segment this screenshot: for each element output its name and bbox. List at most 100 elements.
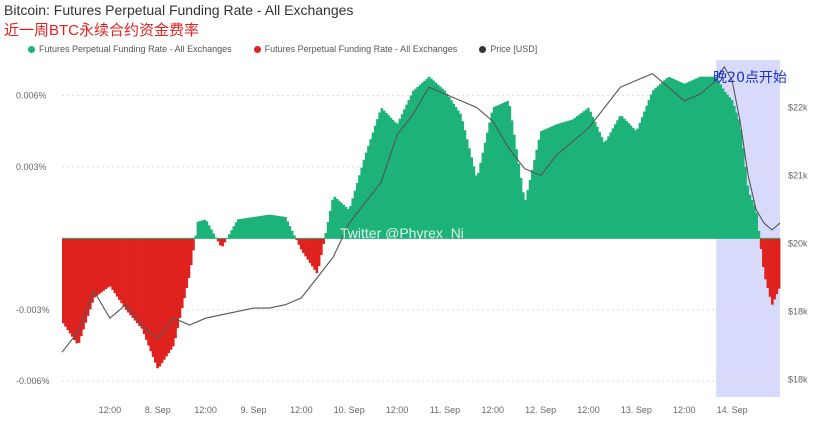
funding-bar-positive	[744, 166, 747, 239]
funding-bar-positive	[688, 81, 691, 239]
funding-bar-negative	[302, 238, 305, 254]
funding-bar-positive	[569, 120, 572, 239]
funding-bar-positive	[584, 109, 588, 239]
funding-bar-positive	[250, 217, 254, 239]
funding-bar-positive	[367, 145, 370, 239]
funding-bar-negative	[178, 238, 182, 319]
funding-bar-positive	[432, 80, 435, 239]
funding-bar-negative	[189, 238, 193, 266]
y-right-tick-label: $22k	[788, 103, 808, 113]
funding-bar-positive	[708, 76, 711, 239]
funding-bar-positive	[748, 194, 752, 239]
funding-bar-positive	[587, 107, 590, 239]
funding-bar-positive	[228, 234, 231, 239]
annotation-label: 晚20点开始	[713, 70, 787, 86]
funding-bar-positive	[652, 90, 655, 239]
funding-bar-positive	[710, 76, 714, 239]
funding-bar-positive	[414, 88, 417, 239]
funding-bar-positive	[665, 78, 669, 239]
funding-bar-positive	[694, 78, 698, 239]
funding-bar-positive	[248, 217, 251, 239]
funding-bar-positive	[362, 159, 366, 239]
funding-bar-negative	[70, 238, 74, 337]
funding-bar-positive	[378, 112, 382, 239]
funding-bar-positive	[329, 210, 332, 239]
funding-bar-positive	[537, 139, 541, 239]
funding-bar-negative	[320, 238, 323, 256]
funding-bar-positive	[658, 84, 662, 239]
funding-bar-positive	[566, 120, 570, 239]
legend-marker-price	[479, 45, 487, 53]
funding-bar-positive	[696, 77, 700, 239]
funding-bar-negative	[317, 238, 321, 267]
funding-bar-negative	[176, 238, 180, 329]
y-left-tick-label: -0.006%	[16, 376, 50, 386]
funding-bar-positive	[201, 220, 204, 239]
funding-bar-positive	[394, 122, 397, 239]
funding-bar-negative	[187, 238, 191, 278]
funding-bar-positive	[714, 76, 718, 239]
funding-bar-positive	[656, 86, 660, 239]
funding-bar-positive	[396, 123, 399, 239]
funding-bar-positive	[542, 130, 545, 239]
funding-bar-positive	[326, 221, 330, 239]
legend-item-negative[interactable]: Futures Perpetual Funding Rate - All Exc…	[253, 44, 457, 54]
funding-bar-positive	[690, 80, 693, 239]
funding-bar-positive	[728, 97, 732, 239]
funding-bar-negative	[95, 238, 99, 296]
funding-bar-positive	[757, 230, 761, 239]
x-tick-label: 14. Sep	[717, 405, 748, 415]
funding-bar-positive	[551, 126, 554, 239]
funding-bar-negative	[156, 238, 159, 369]
funding-bar-positive	[461, 121, 465, 239]
funding-bar-positive	[600, 136, 604, 239]
legend-item-positive[interactable]: Futures Perpetual Funding Rate - All Exc…	[28, 44, 232, 54]
funding-bar-positive	[578, 114, 581, 239]
funding-bar-positive	[371, 132, 375, 239]
funding-bar-positive	[670, 77, 673, 239]
x-tick-label: 12. Sep	[525, 405, 556, 415]
legend-label-price: Price [USD]	[490, 44, 538, 54]
y-right-tick-label: $21k	[788, 171, 808, 181]
funding-bar-positive	[508, 106, 512, 239]
funding-bar-negative	[140, 238, 144, 329]
funding-bar-positive	[284, 216, 287, 239]
funding-bar-positive	[685, 82, 689, 239]
funding-bar-positive	[337, 200, 341, 239]
funding-bar-negative	[68, 238, 72, 334]
funding-bar-positive	[445, 93, 449, 239]
funding-bar-positive	[425, 78, 429, 239]
funding-bar-positive	[261, 215, 265, 239]
funding-bar-positive	[333, 196, 337, 239]
funding-bar-positive	[613, 124, 617, 239]
funding-bar-negative	[145, 238, 148, 340]
funding-bar-positive	[391, 119, 395, 239]
funding-bar-positive	[447, 97, 451, 239]
y-left-tick-label: 0.003%	[16, 162, 47, 172]
funding-bar-negative	[160, 238, 164, 364]
funding-bar-positive	[645, 105, 649, 239]
funding-bar-positive	[245, 217, 249, 239]
legend-item-price[interactable]: Price [USD]	[479, 44, 537, 54]
y-left-tick-label: -0.003%	[16, 305, 50, 315]
funding-bar-positive	[254, 216, 258, 239]
funding-bar-negative	[66, 238, 70, 330]
funding-bar-positive	[281, 216, 285, 239]
funding-bar-negative	[308, 238, 312, 264]
funding-bar-negative	[142, 238, 146, 335]
funding-bar-negative	[759, 238, 763, 249]
funding-bar-positive	[616, 120, 619, 239]
funding-bar-positive	[403, 109, 406, 239]
funding-bar-positive	[450, 100, 453, 239]
funding-bar-positive	[344, 206, 348, 239]
funding-bar-positive	[477, 172, 480, 239]
funding-bar-negative	[115, 238, 119, 297]
funding-bar-negative	[771, 238, 774, 305]
funding-bar-positive	[263, 215, 267, 239]
funding-bar-positive	[210, 229, 213, 239]
funding-bar-positive	[456, 110, 460, 239]
funding-bar-positive	[275, 215, 278, 239]
funding-bar-positive	[739, 129, 743, 239]
funding-bar-positive	[389, 117, 393, 239]
funding-bar-positive	[661, 82, 664, 239]
